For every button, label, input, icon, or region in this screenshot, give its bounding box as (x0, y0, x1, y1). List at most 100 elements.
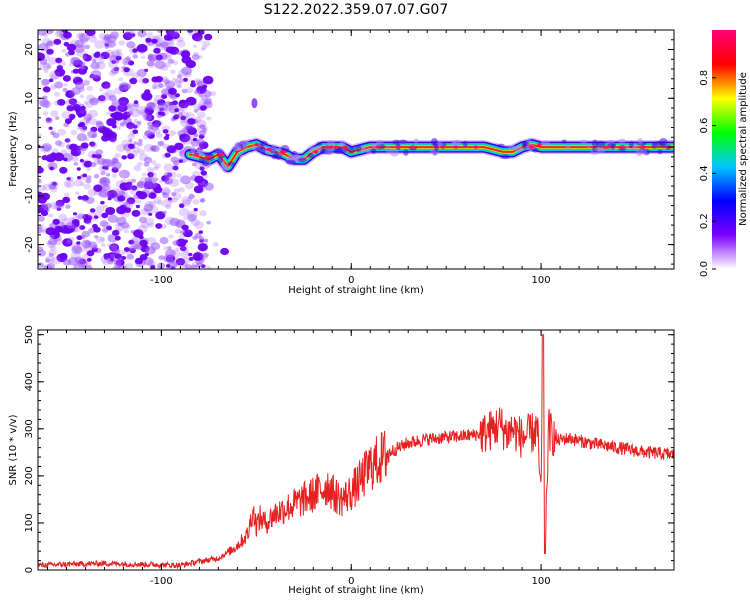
noise-speck (133, 165, 141, 172)
noise-speck (38, 226, 44, 234)
noise-speck (38, 133, 42, 138)
noise-speck (138, 216, 147, 223)
noise-speck (108, 94, 117, 102)
y-tick-label: -10 (24, 188, 35, 204)
noise-speck (141, 55, 146, 60)
noise-speck (173, 188, 180, 194)
noise-speck (166, 46, 175, 54)
noise-speck (187, 252, 193, 257)
snr-frame (37, 329, 675, 571)
noise-speck (198, 238, 205, 243)
noise-speck (143, 203, 154, 212)
noise-speck (100, 255, 109, 263)
noise-speck (46, 48, 54, 55)
noise-speck (55, 199, 65, 207)
ridge-blob (658, 137, 668, 146)
noise-speck (184, 249, 190, 253)
noise-speck (105, 173, 111, 177)
noise-speck (181, 55, 192, 64)
noise-speck (172, 192, 182, 200)
noise-speck (90, 70, 102, 79)
noise-speck (102, 184, 111, 191)
noise-speck (126, 105, 134, 111)
noise-speck (82, 125, 88, 130)
noise-speck (100, 92, 112, 101)
noise-speck (63, 192, 70, 198)
noise-speck (101, 243, 106, 247)
noise-speck (190, 264, 197, 269)
noise-speck (126, 122, 135, 129)
noise-speck (122, 32, 133, 41)
noise-speck (104, 49, 114, 58)
ridge-blob (500, 154, 510, 160)
noise-speck (185, 101, 191, 106)
noise-speck (168, 58, 175, 64)
noise-speck (180, 251, 190, 259)
noise-speck (164, 216, 176, 225)
noise-speck (130, 185, 138, 191)
noise-speck (83, 183, 91, 190)
noise-speck (46, 64, 52, 69)
ridge-blob (333, 148, 344, 155)
ridge-blob (347, 146, 356, 154)
noise-speck (86, 250, 95, 257)
noise-speck (138, 76, 148, 84)
x-tick-label: 100 (532, 576, 551, 587)
noise-speck (153, 47, 161, 54)
noise-speck (92, 223, 98, 229)
noise-speck (104, 191, 113, 199)
ridge-blob (370, 148, 377, 154)
noise-speck (63, 31, 72, 39)
noise-speck (187, 127, 198, 135)
noise-speck (102, 222, 111, 229)
noise-speck (38, 166, 44, 174)
noise-speck (111, 161, 122, 170)
ridge-blob (508, 144, 513, 150)
noise-speck (86, 175, 92, 180)
noise-speck (180, 115, 187, 121)
noise-speck (148, 176, 155, 181)
noise-speck (165, 30, 175, 35)
noise-speck (151, 38, 158, 44)
noise-speck (179, 119, 185, 124)
noise-speck (161, 199, 172, 208)
noise-speck (146, 166, 155, 173)
spectrogram-x-axis-label: Height of straight line (km) (288, 285, 424, 296)
noise-speck (55, 204, 61, 209)
noise-speck (203, 90, 212, 98)
noise-speck (107, 197, 112, 201)
ridge-blob (234, 141, 242, 150)
noise-speck (177, 103, 188, 112)
noise-speck (63, 41, 70, 47)
noise-speck (147, 171, 154, 178)
noise-speck (177, 108, 184, 113)
spectrogram-y-axis-label: Frequency (Hz) (8, 111, 19, 187)
ridge-blob (451, 141, 457, 147)
ridge-blob (624, 144, 630, 151)
noise-speck (165, 204, 172, 210)
noise-speck (76, 133, 87, 142)
noise-speck (178, 78, 185, 83)
noise-speck (193, 207, 198, 212)
noise-speck (158, 83, 164, 88)
noise-speck (102, 227, 109, 233)
noise-speck (89, 208, 96, 213)
noise-speck (101, 81, 111, 89)
noise-speck (74, 107, 81, 113)
noise-speck (49, 166, 55, 171)
y-tick-label: 10 (24, 92, 35, 105)
noise-speck (131, 209, 141, 217)
noise-speck (136, 141, 143, 147)
ridge-blob (385, 146, 391, 154)
noise-speck (148, 212, 153, 216)
y-tick-label: -20 (24, 236, 35, 252)
ridge-hotspot (640, 145, 646, 149)
noise-speck (174, 228, 182, 234)
noise-speck (144, 217, 155, 226)
noise-speck (138, 138, 143, 143)
x-tick-label: 0 (348, 576, 354, 587)
noise-speck (192, 199, 200, 205)
noise-speck (127, 103, 138, 112)
